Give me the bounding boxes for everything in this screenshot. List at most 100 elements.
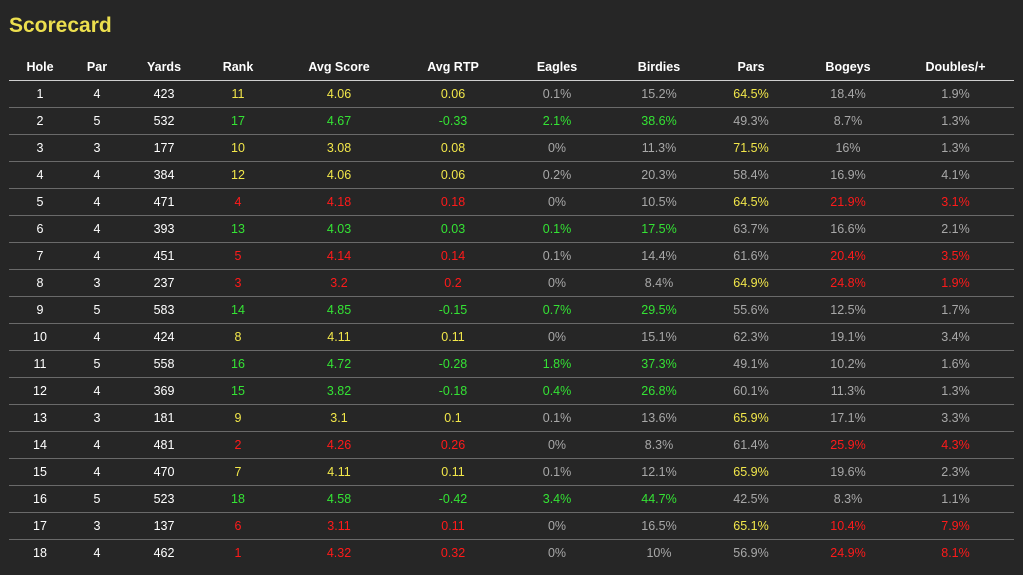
table-row: 1 4 423 11 4.06 0.06 0.1% 15.2% 64.5% 18.4% 1.9% <box>9 80 1014 108</box>
cell-doubles: 1.9% <box>897 269 1014 297</box>
cell-bogeys: 24.9% <box>830 546 866 560</box>
cell-par: 4 <box>93 546 101 560</box>
cell-pars: 65.9% <box>703 458 799 486</box>
cell-birdies: 26.8% <box>615 377 703 405</box>
table-row: 15 4 470 7 4.11 0.11 0.1% 12.1% 65.9% 19.6% 2.3% <box>9 458 1014 486</box>
table-row: 8 3 237 3 3.2 0.2 0% 8.4% 64.9% 24.8% 1.9% <box>9 269 1014 297</box>
cell-avg-score: 4.58 <box>271 485 407 513</box>
cell-hole: 14 <box>9 431 71 459</box>
cell-hole: 7 <box>9 242 71 270</box>
cell-bogeys: 20.4% <box>799 242 897 270</box>
cell-eagles: 0% <box>499 431 615 459</box>
cell-rank: 15 <box>205 377 271 405</box>
cell-eagles: 0.1% <box>499 242 615 270</box>
cell-yards: 423 <box>123 80 205 108</box>
cell-rank: 10 <box>205 134 271 162</box>
cell-hole: 16 <box>9 485 71 513</box>
table-body: 1 4 423 11 4.06 0.06 0.1% 15.2% 64.5% 18.4% 1.9% 2 5… <box>9 80 1014 567</box>
cell-rank: 3 <box>205 269 271 297</box>
cell-avg-score: 3.2 <box>271 269 407 297</box>
cell-eagles: 3.4% <box>499 485 615 513</box>
cell-pars: 60.1% <box>703 377 799 405</box>
cell-yards: 393 <box>123 215 205 243</box>
cell-doubles: 1.6% <box>897 350 1014 378</box>
table-row: 16 5 523 18 4.58 -0.42 3.4% 44.7% 42.5% 8.3% 1.1% <box>9 485 1014 513</box>
cell-hole: 1 <box>9 80 71 108</box>
cell-hole: 18 <box>33 546 47 560</box>
cell-bogeys: 12.5% <box>799 296 897 324</box>
cell-avg-rtp: 0.06 <box>407 80 499 108</box>
cell-avg-score: 4.11 <box>271 323 407 351</box>
cell-avg-score: 3.82 <box>271 377 407 405</box>
cell-rank: 8 <box>205 323 271 351</box>
cell-doubles: 4.1% <box>897 161 1014 189</box>
cell-avg-score: 3.11 <box>271 512 407 540</box>
cell-par: 5 <box>71 350 123 378</box>
cell-eagles: 0.1% <box>499 458 615 486</box>
table-row: 18 4 462 1 4.32 0.32 0% 10% 56.9% 24.9% 8.1% <box>9 540 1014 567</box>
cell-hole: 11 <box>9 350 71 378</box>
cell-avg-score: 4.06 <box>271 80 407 108</box>
cell-avg-score: 4.06 <box>271 161 407 189</box>
cell-eagles: 2.1% <box>499 107 615 135</box>
cell-pars: 42.5% <box>703 485 799 513</box>
cell-par: 4 <box>71 458 123 486</box>
cell-hole: 6 <box>9 215 71 243</box>
cell-eagles: 1.8% <box>499 350 615 378</box>
cell-bogeys: 19.1% <box>799 323 897 351</box>
cell-par: 3 <box>71 512 123 540</box>
cell-avg-score: 4.11 <box>271 458 407 486</box>
cell-yards: 583 <box>123 296 205 324</box>
cell-bogeys: 11.3% <box>799 377 897 405</box>
cell-bogeys: 21.9% <box>799 188 897 216</box>
cell-avg-rtp: 0.18 <box>407 188 499 216</box>
cell-hole: 10 <box>9 323 71 351</box>
cell-yards: 237 <box>123 269 205 297</box>
cell-pars: 61.4% <box>703 431 799 459</box>
cell-avg-rtp: 0.06 <box>407 161 499 189</box>
column-header-par: Par <box>71 54 123 81</box>
cell-eagles: 0.7% <box>499 296 615 324</box>
cell-birdies: 29.5% <box>615 296 703 324</box>
cell-birdies: 20.3% <box>615 161 703 189</box>
cell-eagles: 0.1% <box>499 404 615 432</box>
column-header-doubles: Doubles/+ <box>897 54 1014 81</box>
cell-doubles: 3.1% <box>897 188 1014 216</box>
cell-birdies: 16.5% <box>615 512 703 540</box>
cell-avg-rtp: 0.14 <box>407 242 499 270</box>
cell-birdies: 15.2% <box>615 80 703 108</box>
table-row: 2 5 532 17 4.67 -0.33 2.1% 38.6% 49.3% 8.7% 1.3% <box>9 107 1014 135</box>
cell-birdies: 38.6% <box>615 107 703 135</box>
column-header-eagles: Eagles <box>499 54 615 81</box>
cell-avg-rtp: 0.1 <box>407 404 499 432</box>
cell-avg-score: 4.26 <box>271 431 407 459</box>
cell-hole: 5 <box>9 188 71 216</box>
cell-avg-score: 4.03 <box>271 215 407 243</box>
cell-eagles: 0.2% <box>499 161 615 189</box>
cell-birdies: 8.4% <box>615 269 703 297</box>
cell-par: 4 <box>71 431 123 459</box>
cell-doubles: 1.1% <box>897 485 1014 513</box>
table-row: 13 3 181 9 3.1 0.1 0.1% 13.6% 65.9% 17.1% 3.3% <box>9 404 1014 432</box>
cell-par: 4 <box>71 323 123 351</box>
cell-pars: 49.3% <box>703 107 799 135</box>
cell-pars: 56.9% <box>733 546 769 560</box>
cell-eagles: 0.4% <box>499 377 615 405</box>
cell-rank: 7 <box>205 458 271 486</box>
cell-doubles: 1.3% <box>897 134 1014 162</box>
table-row: 11 5 558 16 4.72 -0.28 1.8% 37.3% 49.1% 10.2% 1.6% <box>9 350 1014 378</box>
cell-hole: 4 <box>9 161 71 189</box>
cell-avg-rtp: 0.11 <box>407 512 499 540</box>
cell-doubles: 2.1% <box>897 215 1014 243</box>
cell-pars: 65.9% <box>703 404 799 432</box>
cell-birdies: 14.4% <box>615 242 703 270</box>
cell-pars: 71.5% <box>703 134 799 162</box>
cell-yards: 532 <box>123 107 205 135</box>
column-header-bogeys: Bogeys <box>799 54 897 81</box>
cell-pars: 65.1% <box>703 512 799 540</box>
cell-bogeys: 19.6% <box>799 458 897 486</box>
cell-doubles: 1.3% <box>897 377 1014 405</box>
cell-eagles: 0% <box>499 269 615 297</box>
table-row: 5 4 471 4 4.18 0.18 0% 10.5% 64.5% 21.9% 3.1% <box>9 188 1014 216</box>
cell-rank: 18 <box>205 485 271 513</box>
